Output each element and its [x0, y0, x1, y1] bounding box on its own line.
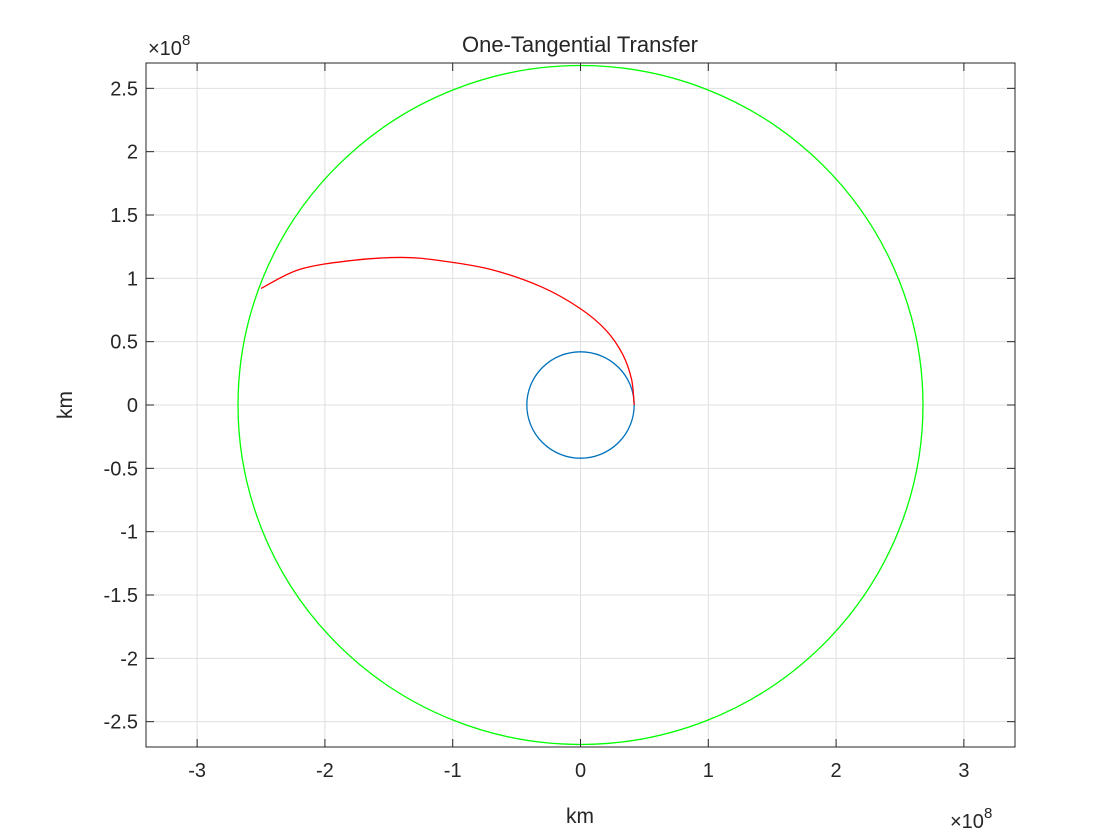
- x-axis-multiplier: ×108: [950, 805, 992, 833]
- y-tick-label: 1.5: [110, 205, 138, 227]
- y-tick-label: -1.5: [104, 585, 138, 607]
- y-axis-label: km: [54, 391, 77, 419]
- y-tick-label: -0.5: [104, 458, 138, 480]
- y-tick-label: 1: [127, 268, 138, 290]
- y-tick-label: 2: [127, 142, 138, 164]
- y-tick-label: -2: [120, 648, 138, 670]
- x-tick-label: -2: [316, 760, 334, 782]
- y-multiplier-base: ×10: [148, 38, 182, 60]
- y-axis-multiplier: ×108: [148, 32, 190, 60]
- x-multiplier-base: ×10: [950, 811, 984, 833]
- chart-title: One-Tangential Transfer: [462, 32, 698, 57]
- x-tick-label: 3: [958, 760, 969, 782]
- y-tick-label: -2.5: [104, 712, 138, 734]
- grid: [146, 63, 1015, 747]
- y-tick-label: -1: [120, 522, 138, 544]
- y-tick-label: 0: [127, 395, 138, 417]
- y-tick-label: 0.5: [110, 332, 138, 354]
- x-multiplier-exponent: 8: [984, 805, 992, 822]
- transfer-trajectory: [260, 256, 635, 406]
- x-axis-label: km: [566, 805, 594, 828]
- x-tick-label: -1: [444, 760, 462, 782]
- x-tick-label: -3: [188, 760, 206, 782]
- ticks-group: -3 -2 -1 0 1 2 3 2.5 2 1.5 1 0.5 0 -0.5 -1 -1.5 -2 -2.5: [104, 63, 1015, 782]
- y-tick-label: 2.5: [110, 78, 138, 100]
- x-tick-label: 0: [575, 760, 586, 782]
- x-tick-label: 1: [703, 760, 714, 782]
- y-multiplier-exponent: 8: [182, 32, 190, 49]
- x-tick-label: 2: [831, 760, 842, 782]
